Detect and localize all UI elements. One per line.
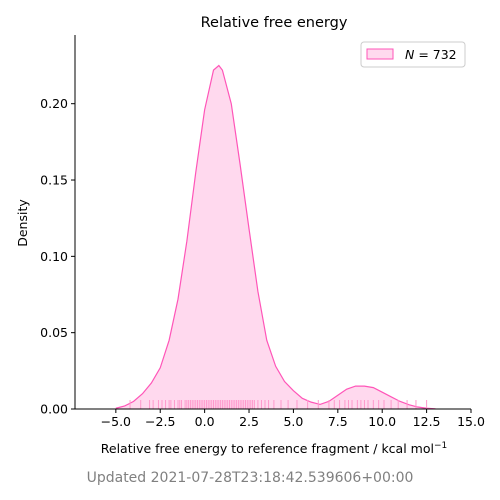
x-tick-label: −5.0 bbox=[101, 414, 131, 429]
plot-area bbox=[115, 64, 436, 410]
updated-timestamp: Updated 2021-07-28T23:18:42.539606+00:00 bbox=[86, 470, 414, 486]
y-tick-label: 0.15 bbox=[40, 173, 68, 188]
x-tick-label: 0.0 bbox=[195, 414, 215, 429]
x-axis-label: Relative free energy to reference fragme… bbox=[101, 441, 448, 456]
y-tick-label: 0.20 bbox=[40, 96, 68, 111]
legend-swatch bbox=[366, 48, 394, 60]
y-axis-label: Density bbox=[15, 199, 30, 247]
axes: −5.0 −2.5 0.0 2.5 5.0 7.5 10.0 12.5 15.0 0.00 0.05… bbox=[40, 35, 485, 429]
y-tick-label: 0.00 bbox=[40, 402, 68, 417]
density-line bbox=[115, 64, 436, 410]
x-tick-label: 5.0 bbox=[283, 414, 303, 429]
density-fill bbox=[115, 65, 436, 409]
y-tick-label: 0.05 bbox=[40, 325, 68, 340]
x-tick-label: 10.0 bbox=[368, 414, 396, 429]
x-tick-label: 12.5 bbox=[413, 414, 441, 429]
legend-frame bbox=[360, 41, 466, 68]
chart-title: Relative free energy bbox=[201, 15, 348, 31]
legend-label: N = 732 bbox=[405, 47, 457, 62]
x-tick-label: 15.0 bbox=[457, 414, 485, 429]
y-tick-label: 0.10 bbox=[40, 249, 68, 264]
x-tick-label: 2.5 bbox=[239, 414, 259, 429]
x-tick-label: −2.5 bbox=[145, 414, 175, 429]
x-tick-label: 7.5 bbox=[328, 414, 348, 429]
legend: N = 732 bbox=[360, 41, 466, 68]
rug-marks bbox=[129, 400, 428, 409]
